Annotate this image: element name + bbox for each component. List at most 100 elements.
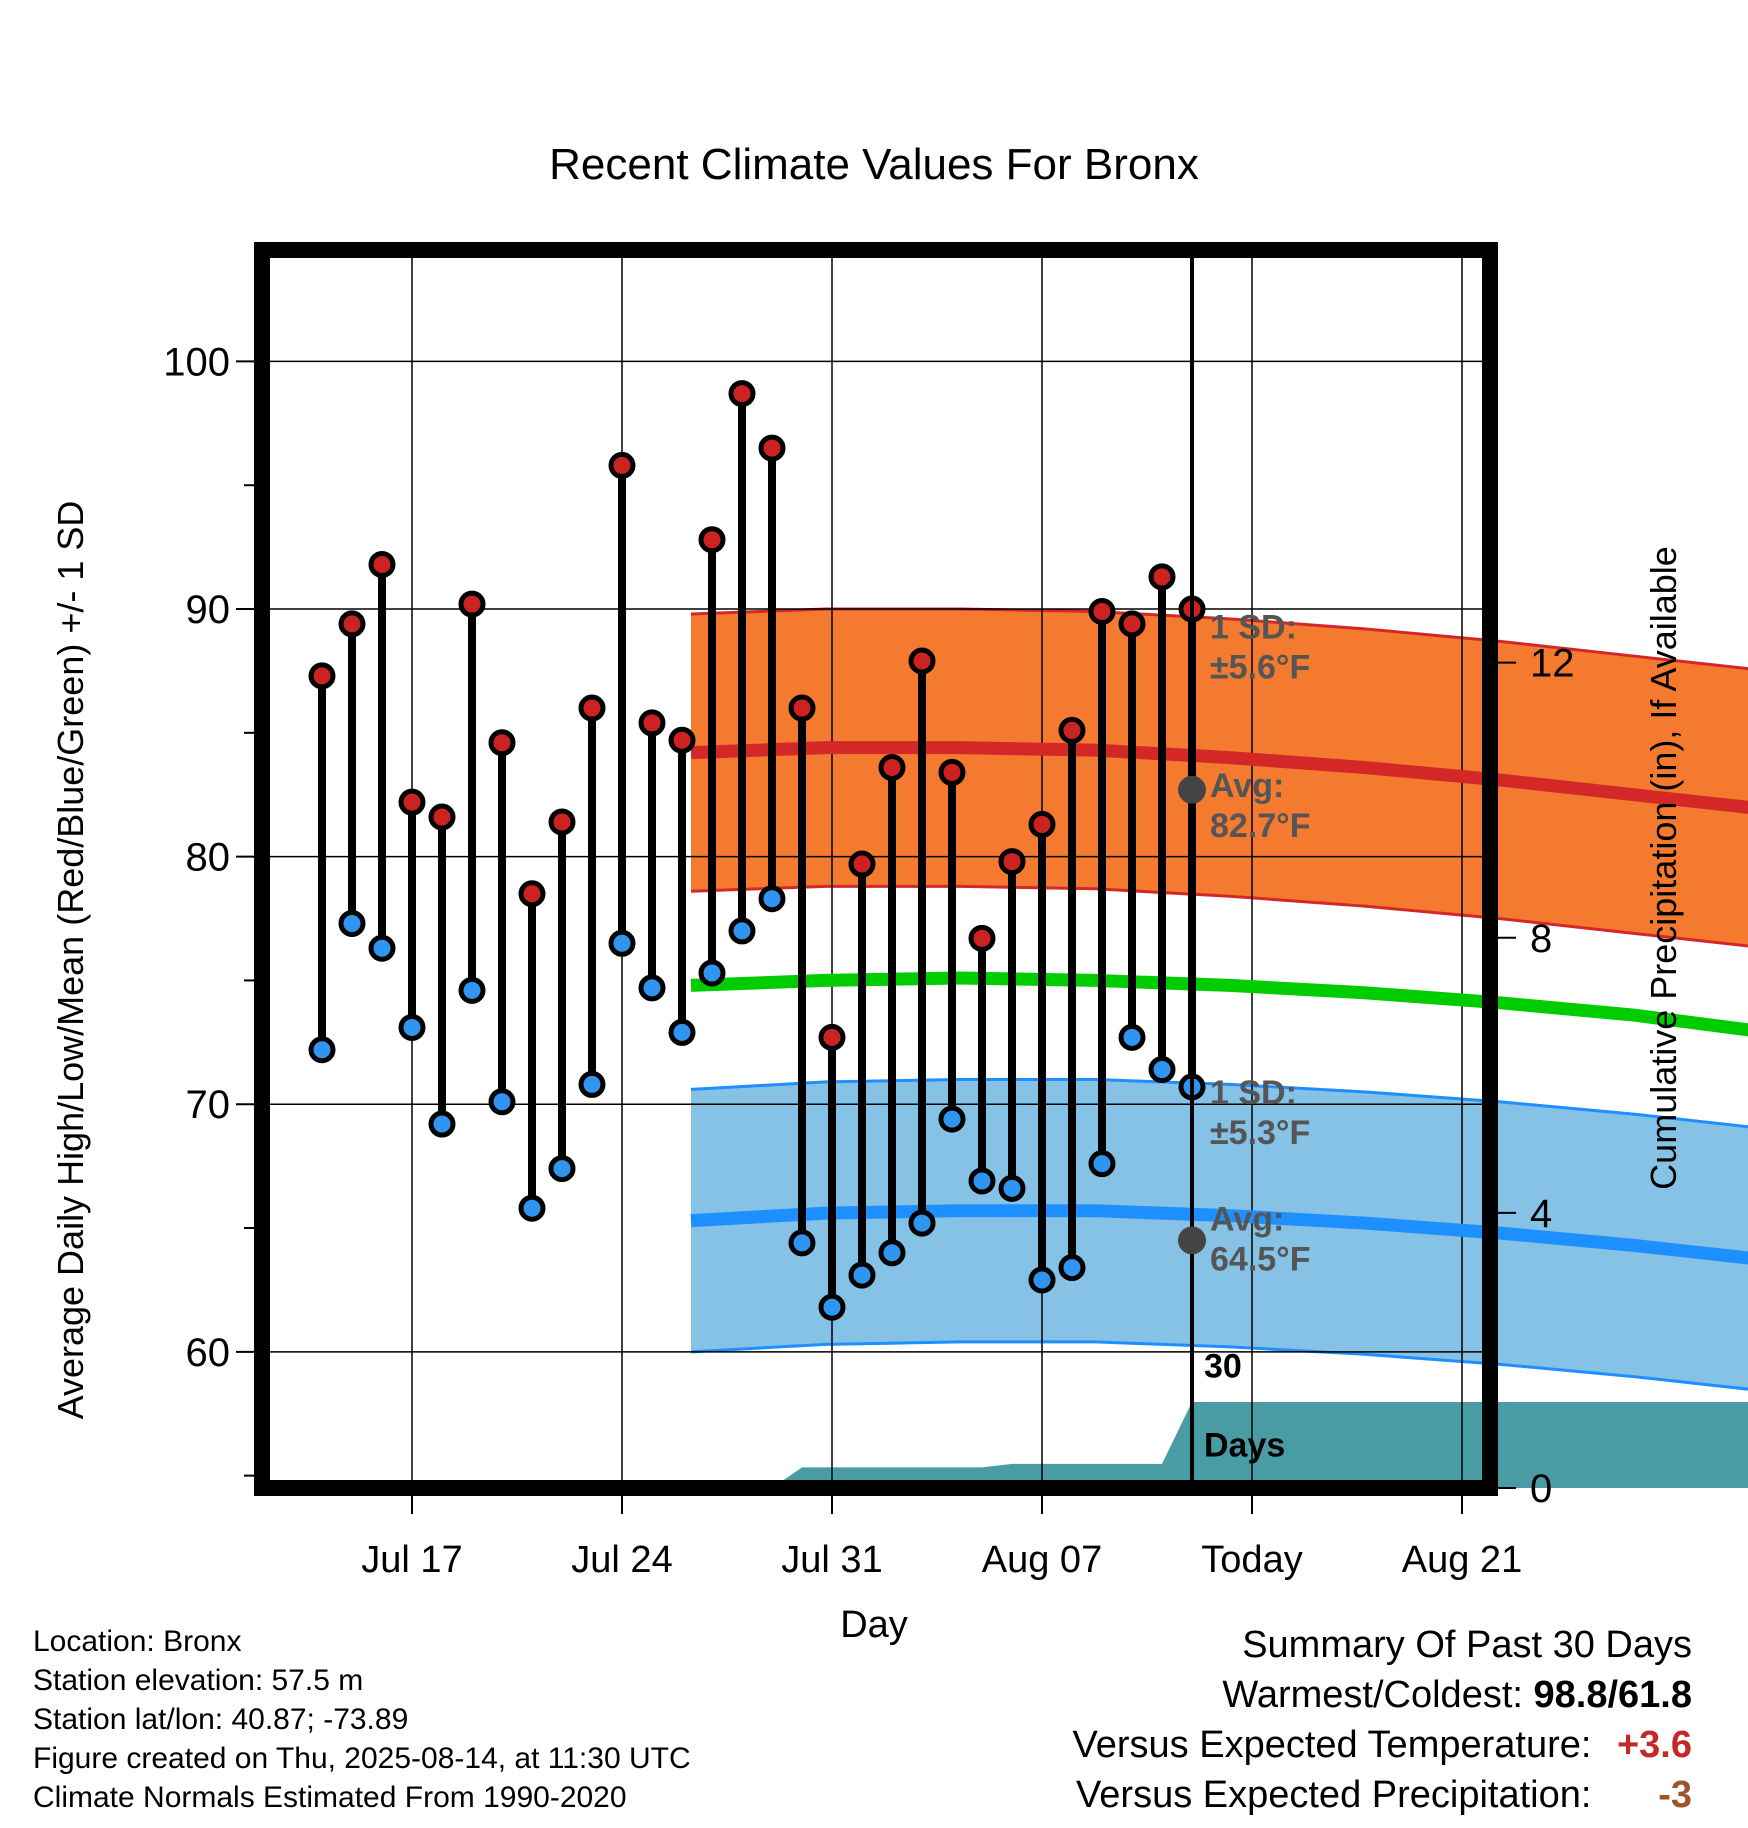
daily-high-point-17 bbox=[788, 694, 816, 722]
daily-high-point-7 bbox=[488, 729, 516, 757]
normal-mean-line bbox=[690, 971, 1748, 1037]
plot-frame bbox=[254, 242, 1498, 1496]
y2-axis-label: Cumulative Precipitation (in), If Availa… bbox=[1643, 546, 1684, 1190]
daily-low-point-26 bbox=[1058, 1254, 1086, 1282]
daily-low-point-16 bbox=[758, 885, 786, 913]
y-tick-label-80: 80 bbox=[186, 836, 231, 880]
precip-area bbox=[322, 1402, 1748, 1488]
warmest-label: Warmest/Coldest: bbox=[1222, 1674, 1523, 1716]
info-location: Location: Bronx bbox=[33, 1625, 242, 1658]
daily-low-point-3 bbox=[368, 934, 396, 962]
daily-high-point-26 bbox=[1058, 716, 1086, 744]
daily-high-point-10 bbox=[578, 694, 606, 722]
today-low-avg-marker bbox=[1178, 1226, 1206, 1255]
summary-title: Summary Of Past 30 Days bbox=[1242, 1624, 1692, 1666]
high-sd-label: 1 SD: bbox=[1210, 609, 1297, 647]
warmest-value: 98.8/61.8 bbox=[1533, 1674, 1692, 1716]
summary-warmest-row: Warmest/Coldest: 98.8/61.8 bbox=[1073, 1670, 1692, 1720]
daily-high-point-1 bbox=[308, 662, 336, 690]
precip-label: Versus Expected Precipitation: bbox=[1076, 1774, 1592, 1816]
y2-tick-label-4: 4 bbox=[1530, 1192, 1552, 1236]
daily-high-point-19 bbox=[848, 850, 876, 878]
low-sd-label: 1 SD: bbox=[1210, 1074, 1297, 1112]
info-elevation: Station elevation: 57.5 m bbox=[33, 1664, 364, 1697]
info-created: Figure created on Thu, 2025-08-14, at 11… bbox=[33, 1742, 691, 1775]
daily-low-point-23 bbox=[968, 1167, 996, 1195]
daily-high-point-25 bbox=[1028, 810, 1056, 838]
x-tick-label-5: Aug 21 bbox=[1402, 1539, 1522, 1581]
low-avg-label: Avg: bbox=[1210, 1200, 1284, 1238]
daily-high-point-27 bbox=[1088, 597, 1116, 625]
info-latlon: Station lat/lon: 40.87; -73.89 bbox=[33, 1703, 409, 1736]
today-high-avg-marker bbox=[1178, 775, 1206, 804]
daily-high-point-8 bbox=[518, 880, 546, 908]
daily-low-point-2 bbox=[338, 909, 366, 937]
daily-low-point-29 bbox=[1148, 1056, 1176, 1084]
y2-tick-label-12: 12 bbox=[1530, 642, 1575, 686]
daily-high-point-23 bbox=[968, 924, 996, 952]
daily-low-point-8 bbox=[518, 1194, 546, 1222]
y2-tick-label-0: 0 bbox=[1530, 1467, 1552, 1511]
low-sd-lower-edge bbox=[690, 1340, 1748, 1391]
daily-high-point-24 bbox=[998, 848, 1026, 876]
x-tick-label-3: Aug 07 bbox=[982, 1539, 1102, 1581]
daily-high-point-13 bbox=[668, 726, 696, 754]
info-normals: Climate Normals Estimated From 1990-2020 bbox=[33, 1781, 627, 1814]
precip-value: -3 bbox=[1658, 1774, 1692, 1816]
daily-low-point-9 bbox=[548, 1155, 576, 1183]
daily-low-point-10 bbox=[578, 1070, 606, 1098]
y-tick-label-70: 70 bbox=[186, 1083, 231, 1127]
daily-high-point-20 bbox=[878, 753, 906, 781]
daily-high-point-12 bbox=[638, 709, 666, 737]
high-avg-value: 82.7°F bbox=[1210, 807, 1311, 845]
daily-low-point-18 bbox=[818, 1293, 846, 1321]
temp-value: +3.6 bbox=[1616, 1724, 1692, 1766]
daily-low-point-17 bbox=[788, 1229, 816, 1257]
daily-low-point-7 bbox=[488, 1088, 516, 1116]
daily-high-point-29 bbox=[1148, 563, 1176, 591]
daily-high-point-16 bbox=[758, 434, 786, 462]
x-tick-label-4: Today bbox=[1201, 1539, 1302, 1581]
y2-tick-label-8: 8 bbox=[1530, 917, 1552, 961]
summary-temp-row: Versus Expected Temperature: +3.6 bbox=[1073, 1720, 1692, 1770]
high-avg-label: Avg: bbox=[1210, 767, 1284, 805]
daily-low-point-28 bbox=[1118, 1023, 1146, 1051]
x-tick-label-2: Jul 31 bbox=[781, 1539, 882, 1581]
y-tick-label-100: 100 bbox=[163, 340, 230, 384]
daily-high-point-11 bbox=[608, 451, 636, 479]
precip-days-number: 30 bbox=[1204, 1348, 1242, 1386]
temp-label: Versus Expected Temperature: bbox=[1072, 1724, 1592, 1766]
daily-low-point-4 bbox=[398, 1013, 426, 1041]
daily-high-point-28 bbox=[1118, 610, 1146, 638]
summary-panel: Summary Of Past 30 Days Warmest/Coldest:… bbox=[1073, 1620, 1692, 1820]
x-tick-label-0: Jul 17 bbox=[361, 1539, 462, 1581]
precip-days-label: Days bbox=[1204, 1427, 1285, 1465]
chart-title: Recent Climate Values For Bronx bbox=[549, 140, 1199, 189]
daily-low-point-22 bbox=[938, 1105, 966, 1133]
daily-low-point-14 bbox=[698, 959, 726, 987]
y-tick-label-90: 90 bbox=[186, 588, 231, 632]
daily-low-point-15 bbox=[728, 917, 756, 945]
daily-low-point-12 bbox=[638, 974, 666, 1002]
daily-high-point-9 bbox=[548, 808, 576, 836]
daily-low-point-1 bbox=[308, 1036, 336, 1064]
daily-high-point-15 bbox=[728, 380, 756, 408]
daily-low-point-5 bbox=[428, 1110, 456, 1138]
daily-low-point-19 bbox=[848, 1261, 876, 1289]
daily-high-point-21 bbox=[908, 647, 936, 675]
x-axis-label: Day bbox=[840, 1604, 908, 1646]
station-info: Location: Bronx Station elevation: 57.5 … bbox=[33, 1622, 691, 1817]
daily-high-point-4 bbox=[398, 788, 426, 816]
daily-low-point-24 bbox=[998, 1174, 1026, 1202]
daily-low-point-11 bbox=[608, 929, 636, 957]
low-avg-value: 64.5°F bbox=[1210, 1240, 1311, 1278]
daily-low-point-6 bbox=[458, 976, 486, 1004]
high-sd-value: ±5.6°F bbox=[1210, 649, 1310, 687]
y-axis-label: Average Daily High/Low/Mean (Red/Blue/Gr… bbox=[50, 501, 91, 1420]
daily-high-point-14 bbox=[698, 526, 726, 554]
daily-low-point-25 bbox=[1028, 1266, 1056, 1294]
daily-high-point-5 bbox=[428, 803, 456, 831]
daily-high-point-6 bbox=[458, 590, 486, 618]
